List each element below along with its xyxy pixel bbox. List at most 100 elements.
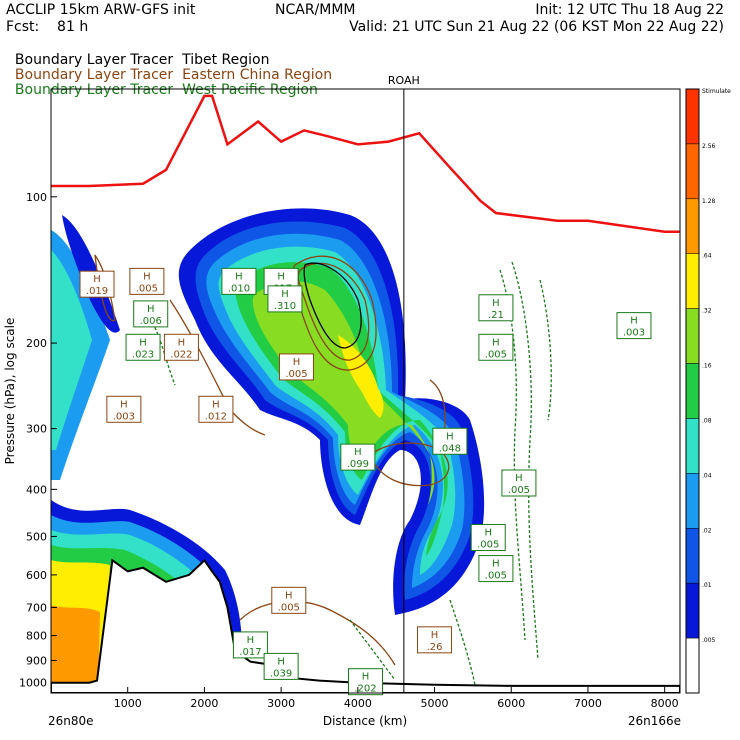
tracer-label-h: H [143, 271, 151, 282]
x-tick-label: 7000 [574, 697, 602, 710]
tracer-max-label: H.019 [79, 270, 115, 298]
y-tick-label: 400 [26, 483, 47, 496]
tracer-label-value: .003 [113, 411, 135, 422]
tracer-max-label: H.26 [417, 626, 453, 654]
contour-green-1 [499, 269, 526, 641]
tracer-label-value: .005 [508, 485, 530, 496]
plot-frame [50, 88, 681, 694]
tracer-label-h: H [178, 337, 186, 348]
x-tick-label: 6000 [497, 697, 525, 710]
tracer-label-h: H [492, 337, 500, 348]
tracer-label-box [478, 555, 514, 583]
legend-eastern-china-region: Eastern China Region [182, 67, 333, 83]
colorbar-segment [685, 637, 700, 694]
tracer-label-box [271, 586, 307, 614]
tracer-max-label: H.005 [478, 555, 514, 583]
tracer-label-value: .022 [170, 349, 192, 360]
tracer-label-h: H [147, 304, 155, 315]
x-axis: 1000 2000 3000 4000 5000 6000 7000 8000 [114, 687, 679, 710]
tracer-label-h: H [354, 447, 362, 458]
tracer-label-value: .26 [427, 642, 443, 653]
x-start-label: 26n80e [48, 714, 94, 728]
legend-west-pacific-prefix: Boundary Layer Tracer [14, 82, 174, 98]
tracer-max-label: H.022 [163, 333, 199, 361]
leftedge-cyan [51, 250, 92, 450]
colorbar-segment [685, 308, 700, 364]
tracer-max-label: H.003 [106, 395, 142, 423]
tracer-label-value: .005 [485, 571, 507, 582]
tracer-label-box [616, 312, 652, 340]
tracer-max-label: H.005 [278, 353, 314, 381]
tracer-label-value: .048 [439, 443, 461, 454]
x-tick-label: 5000 [421, 697, 449, 710]
tracer-label-box [129, 267, 165, 295]
tracer-label-h: H [484, 528, 492, 539]
tracer-label-box [278, 353, 314, 381]
tracer-label-box [478, 294, 514, 322]
y-tick-label: 300 [26, 423, 47, 436]
tracer-label-value: .012 [205, 411, 227, 422]
tracer-label-value: .017 [239, 647, 261, 658]
y-tick-label: 500 [26, 530, 47, 543]
tracer-label-h: H [285, 590, 293, 601]
tracer-label-value: .005 [485, 349, 507, 360]
tracer-label-h: H [446, 431, 454, 442]
tracer-label-value: .005 [285, 369, 307, 380]
tracer-label-box [501, 469, 537, 497]
colorbar-level-label: .04 [702, 472, 712, 479]
tracer-label-box [79, 270, 115, 298]
y-tick-label: 200 [26, 337, 47, 350]
x-tick-label: 3000 [267, 697, 295, 710]
tracer-label-box [198, 395, 234, 423]
plume-yellow [338, 335, 384, 418]
colorbar-level-label: .02 [702, 527, 712, 534]
header-model-title: ACCLIP 15km ARW-GFS init [6, 2, 196, 18]
tracer-label-box [267, 285, 303, 313]
tracer-label-value: .310 [274, 301, 296, 312]
tracer-max-label: H.010 [221, 267, 257, 295]
tracer-label-box [417, 626, 453, 654]
colorbar-segment [685, 582, 700, 639]
tracer-label-h: H [212, 399, 220, 410]
tracer-max-label: H.012 [198, 395, 234, 423]
tracer-max-label: H.017 [232, 631, 268, 659]
x-tick-label: 4000 [344, 697, 372, 710]
legend-west-pacific-region: West Pacific Region [182, 82, 318, 98]
y-tick-label: 800 [26, 630, 47, 643]
x-end-label: 26n166e [628, 714, 681, 728]
tracer-label-box [232, 631, 268, 659]
tracer-label-value: .21 [488, 310, 504, 321]
tracer-label-value: .005 [136, 283, 158, 294]
colorbar-level-label: .64 [702, 253, 712, 260]
x-axis-title: Distance (km) [323, 714, 407, 728]
colorbar-level-label: .08 [702, 417, 712, 424]
tracer-label-box [133, 300, 169, 328]
colorbar: Stimulate 2.56 1.28 .64 .32 .16 .08 .04 .02 .01 .0… [685, 88, 731, 694]
colorbar-level-label: Stimulate [702, 88, 731, 95]
legend-tibet-prefix: Boundary Layer Tracer [14, 52, 174, 68]
tracer-label-value: .099 [347, 459, 369, 470]
lowlevel-orange [51, 605, 100, 690]
plume-lime [252, 281, 435, 505]
tracer-label-h: H [630, 316, 638, 327]
y-tick-label: 100 [26, 191, 47, 204]
colorbar-segment [685, 418, 700, 474]
contour-black-1 [303, 262, 362, 349]
tracer-max-label: H.005 [470, 524, 506, 552]
tracer-label-value: .010 [228, 283, 250, 294]
y-tick-label: 1000 [19, 677, 47, 690]
tracer-label-value: .005 [278, 602, 300, 613]
tracer-max-label: H.005 [129, 267, 165, 295]
tracer-label-value: .019 [86, 286, 108, 297]
tracer-label-box [106, 395, 142, 423]
colorbar-segment [685, 198, 700, 254]
y-tick-label: 900 [26, 654, 47, 667]
x-tick-label: 1000 [114, 697, 142, 710]
colorbar-level-label: .32 [702, 308, 712, 315]
tracer-label-value: .003 [623, 328, 645, 339]
tracer-label-layer: H.019H.005H.006H.023H.022H.003H.012H.010… [79, 267, 652, 696]
colorbar-segment [685, 253, 700, 309]
legend-west-pacific: Boundary Layer Tracer West Pacific Regio… [6, 66, 318, 98]
tracer-label-box [478, 333, 514, 361]
